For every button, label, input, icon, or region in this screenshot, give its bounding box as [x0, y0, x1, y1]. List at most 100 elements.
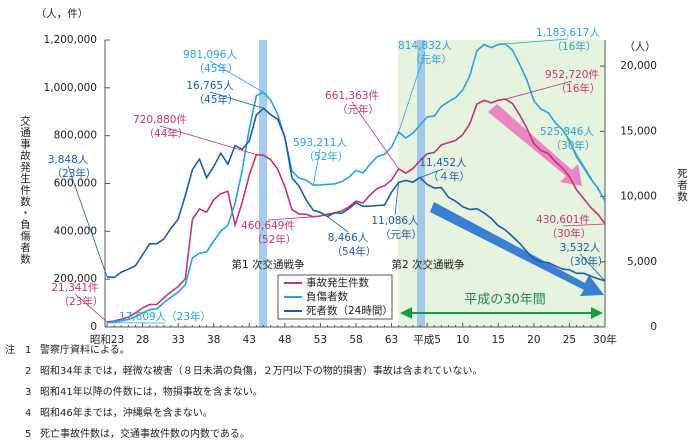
annotation: 460,649件	[241, 220, 295, 232]
leader-line	[394, 182, 400, 216]
leader-line	[579, 253, 606, 282]
x-tick-label: 63	[385, 334, 398, 346]
annotation: （44年）	[144, 127, 189, 140]
y-unit: （人，件）	[36, 8, 89, 20]
war-band	[259, 40, 267, 327]
leader-line	[267, 216, 314, 221]
annotation: （23年）	[59, 295, 104, 308]
x-tick-label: 昭和23	[90, 334, 124, 346]
notes-head: 注	[5, 343, 15, 356]
annotation: 21,341件	[51, 282, 98, 294]
x-tick-label: 10	[456, 334, 469, 346]
y-tick-label: 200,000	[54, 273, 97, 285]
annotation: 720,880件	[133, 114, 187, 126]
annotation: （４年）	[428, 170, 470, 183]
leader-line	[562, 223, 606, 227]
annotation: 11,086人	[371, 215, 419, 227]
annotation: （45年）	[194, 93, 239, 106]
legend-label: 死者数（24時間）	[306, 304, 393, 317]
series-line	[106, 107, 606, 282]
annotation: （16年）	[556, 82, 601, 95]
note-text: 昭和46年までは，沖縄県を含まない。	[40, 406, 213, 419]
y2-tick-label: 20,000	[620, 60, 657, 72]
leader-line	[505, 80, 573, 100]
note-number: 5	[25, 429, 31, 440]
annotation: （23年）	[52, 167, 97, 180]
annotation: 430,601件	[536, 214, 590, 226]
x-tick-label: 15	[492, 334, 505, 346]
period-label: 第2 次交通戦争	[391, 258, 465, 271]
x-tick-label: 48	[278, 334, 291, 346]
annotation: （45年）	[194, 62, 239, 75]
annotation: （30年）	[547, 227, 592, 240]
leader-line	[159, 125, 257, 155]
note-text: 昭和41年以降の件数には，物損事故を含まない。	[40, 385, 263, 398]
annotation: （30年）	[551, 139, 596, 152]
annotation: 661,363件	[325, 90, 379, 102]
x-tick-label: 25	[563, 334, 576, 346]
note-number: 4	[25, 408, 31, 419]
note-number: 1	[25, 345, 31, 356]
annotation: 593,211人	[293, 137, 347, 149]
annotation: （30年）	[564, 255, 609, 268]
y2-axis-title: 死者数	[676, 168, 688, 203]
annotation: 3,848人	[48, 154, 89, 166]
leader-line	[351, 101, 400, 170]
decor-arrow	[430, 202, 604, 296]
x-tick-label: 30年	[593, 333, 617, 346]
leader-line	[312, 148, 321, 186]
y-tick-label: 0	[90, 321, 97, 333]
leader-line	[398, 51, 426, 133]
legend-label: 負傷者数	[306, 290, 348, 303]
y2-tick-label: 15,000	[620, 125, 657, 137]
x-tick-label: 58	[349, 334, 362, 346]
annotation: （52年）	[304, 150, 349, 163]
y-tick-label: 600,000	[54, 178, 97, 190]
annotation: 17,609人（23年）	[119, 310, 211, 323]
annotation: 952,720件	[545, 69, 599, 81]
x-tick-label: 20	[527, 334, 540, 346]
annotation: （54年）	[332, 245, 377, 258]
war-band	[417, 40, 425, 327]
x-tick-label: 38	[207, 334, 220, 346]
x-tick-label: 28	[136, 334, 149, 346]
y2-tick-label: 10,000	[620, 191, 657, 203]
x-tick-label: 53	[314, 334, 327, 346]
y-tick-label: 1,000,000	[44, 82, 97, 94]
x-tick-label: 33	[171, 334, 184, 346]
series-line	[106, 43, 606, 324]
y2-tick-label: 0	[650, 321, 657, 333]
annotation: 11,452人	[419, 157, 467, 169]
note-number: 3	[25, 387, 31, 398]
legend-label: 事故発生件数	[306, 276, 369, 289]
y2-unit: （人）	[624, 41, 656, 53]
note-text: 昭和34年までは，軽微な被害（８日未満の負傷，２万円以下の物的損害）事故は含まれ…	[40, 364, 482, 377]
y-tick-label: 400,000	[54, 225, 97, 237]
annotation: 981,096人	[183, 49, 237, 61]
leader-line	[505, 38, 569, 45]
y-axis-title: 交通事故発生件数・負傷者数	[19, 114, 31, 264]
annotation: 525,846人	[540, 126, 594, 138]
annotation: （元年）	[337, 103, 379, 116]
leader-line	[74, 293, 108, 323]
annotation: （元年）	[410, 53, 452, 66]
leader-line	[209, 91, 264, 109]
annotation: （元年）	[380, 228, 422, 241]
leader-line	[67, 165, 108, 277]
annotation: （16年）	[552, 40, 597, 53]
leader-line	[566, 137, 606, 202]
series-line	[106, 98, 606, 323]
annotation: 1,183,617人	[536, 27, 600, 39]
annotation: 8,466人	[328, 232, 369, 244]
leader-line	[419, 168, 444, 178]
leader-line	[327, 216, 349, 233]
period-label: 平成の30年間	[464, 293, 546, 308]
note-number: 2	[25, 366, 31, 377]
y2-tick-label: 5,000	[627, 256, 657, 268]
annotation: （52年）	[252, 233, 297, 246]
y-tick-label: 800,000	[54, 130, 97, 142]
note-text: 死亡事故件数は，交通事故件数の内数である。	[40, 427, 250, 440]
note-text: 警察庁資料による。	[40, 343, 130, 356]
annotation: 814,832人	[398, 40, 452, 52]
